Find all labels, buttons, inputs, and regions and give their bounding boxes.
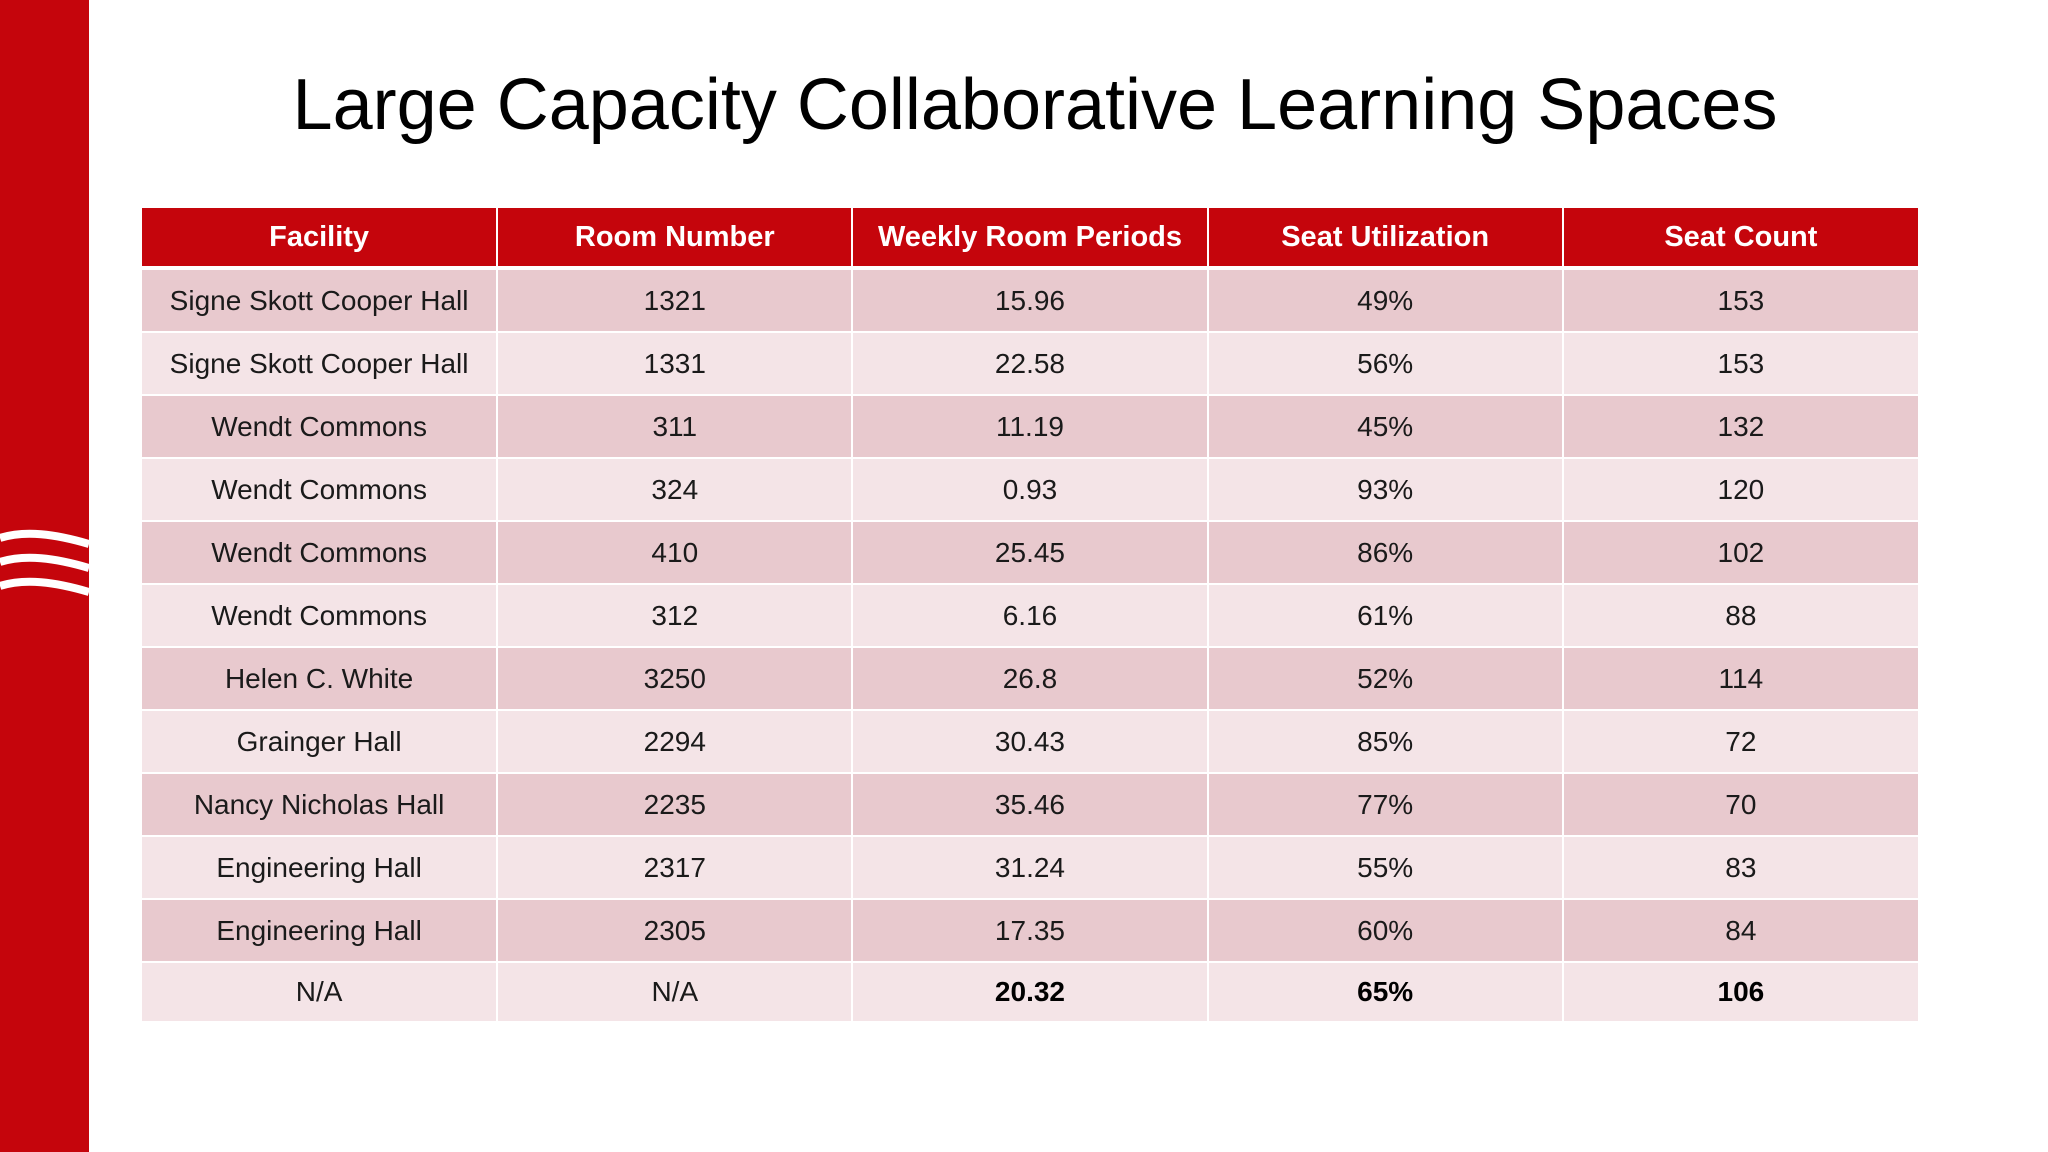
side-accent-bar [0,0,89,1152]
cell-seat-count: 88 [1562,584,1918,648]
cell-seat-utilization: 49% [1207,268,1564,333]
cell-facility: Grainger Hall [142,710,499,774]
cell-weekly-room-periods: 15.96 [852,268,1209,333]
cell-weekly-room-periods: 35.46 [852,773,1209,837]
cell-seat-count: 114 [1562,647,1918,711]
cell-facility: Wendt Commons [142,584,499,648]
cell-facility: Wendt Commons [142,458,499,522]
header-weekly-room-periods: Weekly Room Periods [852,208,1209,270]
cell-seat-utilization: 61% [1207,584,1564,648]
cell-room-number: 2294 [497,710,854,774]
table-row: Wendt Commons 311 11.19 45% 132 [142,395,1918,459]
table-row: Engineering Hall 2317 31.24 55% 83 [142,836,1918,900]
table-body: Signe Skott Cooper Hall 1321 15.96 49% 1… [142,268,1918,1023]
cell-weekly-room-periods: 17.35 [852,899,1209,963]
cell-seat-utilization: 93% [1207,458,1564,522]
cell-seat-utilization: 86% [1207,521,1564,585]
table-row: Signe Skott Cooper Hall 1331 22.58 56% 1… [142,332,1918,396]
page-title: Large Capacity Collaborative Learning Sp… [292,65,1778,145]
cell-seat-count: 83 [1562,836,1918,900]
total-room-number: N/A [497,962,854,1023]
header-facility: Facility [142,208,499,270]
cell-seat-utilization: 77% [1207,773,1564,837]
cell-room-number: 410 [497,521,854,585]
cell-seat-count: 102 [1562,521,1918,585]
cell-seat-count: 84 [1562,899,1918,963]
capacity-table: Facility Room Number Weekly Room Periods… [142,208,1918,1023]
cell-facility: Helen C. White [142,647,499,711]
cell-facility: Wendt Commons [142,521,499,585]
table-header-row: Facility Room Number Weekly Room Periods… [142,208,1918,270]
cell-facility: Engineering Hall [142,836,499,900]
cell-seat-count: 132 [1562,395,1918,459]
total-seat-count: 106 [1562,962,1918,1023]
cell-seat-utilization: 85% [1207,710,1564,774]
cell-room-number: 324 [497,458,854,522]
cell-seat-count: 153 [1562,268,1918,333]
cell-facility: Engineering Hall [142,899,499,963]
header-seat-count: Seat Count [1562,208,1918,270]
cell-seat-count: 153 [1562,332,1918,396]
cell-facility: Signe Skott Cooper Hall [142,332,499,396]
cell-seat-count: 70 [1562,773,1918,837]
table-row: Helen C. White 3250 26.8 52% 114 [142,647,1918,711]
cell-seat-count: 120 [1562,458,1918,522]
cell-room-number: 312 [497,584,854,648]
cell-seat-utilization: 52% [1207,647,1564,711]
table-row: Engineering Hall 2305 17.35 60% 84 [142,899,1918,963]
cell-room-number: 2317 [497,836,854,900]
cell-weekly-room-periods: 22.58 [852,332,1209,396]
cell-weekly-room-periods: 11.19 [852,395,1209,459]
wave-stripes-icon [0,529,89,596]
total-seat-utilization: 65% [1207,962,1564,1023]
capacity-table-container: Facility Room Number Weekly Room Periods… [142,208,1918,1023]
table-row: Wendt Commons 410 25.45 86% 102 [142,521,1918,585]
table-row: Nancy Nicholas Hall 2235 35.46 77% 70 [142,773,1918,837]
header-seat-utilization: Seat Utilization [1207,208,1564,270]
cell-room-number: 1321 [497,268,854,333]
cell-room-number: 311 [497,395,854,459]
cell-seat-count: 72 [1562,710,1918,774]
total-weekly-room-periods: 20.32 [852,962,1209,1023]
cell-facility: Nancy Nicholas Hall [142,773,499,837]
cell-seat-utilization: 56% [1207,332,1564,396]
cell-weekly-room-periods: 30.43 [852,710,1209,774]
table-row: Signe Skott Cooper Hall 1321 15.96 49% 1… [142,268,1918,333]
cell-seat-utilization: 60% [1207,899,1564,963]
table-row: Grainger Hall 2294 30.43 85% 72 [142,710,1918,774]
cell-room-number: 2305 [497,899,854,963]
cell-room-number: 3250 [497,647,854,711]
cell-room-number: 2235 [497,773,854,837]
cell-weekly-room-periods: 26.8 [852,647,1209,711]
table-row: Wendt Commons 312 6.16 61% 88 [142,584,1918,648]
total-facility: N/A [142,962,499,1023]
cell-seat-utilization: 45% [1207,395,1564,459]
header-room-number: Room Number [497,208,854,270]
cell-seat-utilization: 55% [1207,836,1564,900]
cell-weekly-room-periods: 6.16 [852,584,1209,648]
cell-weekly-room-periods: 0.93 [852,458,1209,522]
cell-weekly-room-periods: 25.45 [852,521,1209,585]
table-total-row: N/A N/A 20.32 65% 106 [142,962,1918,1023]
cell-facility: Wendt Commons [142,395,499,459]
cell-weekly-room-periods: 31.24 [852,836,1209,900]
cell-facility: Signe Skott Cooper Hall [142,268,499,333]
table-row: Wendt Commons 324 0.93 93% 120 [142,458,1918,522]
cell-room-number: 1331 [497,332,854,396]
